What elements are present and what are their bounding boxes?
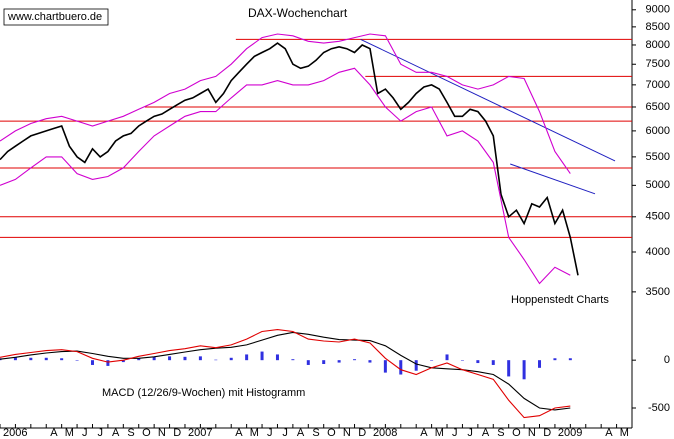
x-tick-label: A	[605, 427, 613, 439]
x-tick-label: O	[512, 427, 521, 439]
series-line	[0, 331, 571, 411]
x-tick-label: M	[435, 427, 444, 439]
y-tick-label: 3500	[646, 286, 670, 298]
series-line	[0, 329, 571, 419]
histogram-bar	[13, 357, 17, 361]
x-tick-label: N	[528, 427, 536, 439]
x-tick-label: D	[543, 427, 551, 439]
series-line	[0, 67, 571, 285]
histogram-bar	[306, 360, 310, 365]
histogram-bar	[90, 360, 94, 365]
series-line	[0, 33, 571, 174]
y-tick-label: 5500	[646, 151, 670, 163]
x-tick-label: 2009	[558, 427, 582, 439]
histogram-bar	[245, 354, 249, 361]
histogram-bar	[399, 360, 403, 375]
histogram-bar	[198, 356, 202, 361]
y-tick-label: 4000	[646, 246, 670, 258]
x-tick-label: M	[620, 427, 629, 439]
x-tick-label: A	[482, 427, 490, 439]
x-tick-label: D	[358, 427, 366, 439]
histogram-bar	[168, 356, 172, 361]
source: www.chartbuero.de	[7, 11, 102, 23]
y-tick-label: 7000	[646, 79, 670, 91]
y-tick-label: 0	[664, 354, 670, 366]
x-tick-label: S	[497, 427, 504, 439]
x-tick-label: J	[452, 427, 458, 439]
x-tick-label: A	[235, 427, 243, 439]
histogram-bar	[491, 360, 495, 365]
x-tick-label: N	[158, 427, 166, 439]
x-tick-label: 2008	[373, 427, 397, 439]
histogram-bar	[275, 354, 279, 361]
y-tick-label: 8500	[646, 21, 670, 33]
x-tick-label: D	[173, 427, 181, 439]
chart-title: DAX-Wochenchart	[248, 6, 348, 20]
histogram-bar	[568, 358, 572, 361]
histogram-bar	[430, 360, 434, 361]
x-tick-label: 2006	[3, 427, 27, 439]
histogram-bar	[106, 360, 110, 366]
x-tick-label: O	[142, 427, 151, 439]
histogram-bar	[507, 360, 511, 377]
trend-line	[360, 38, 616, 162]
histogram-bar	[183, 356, 187, 361]
histogram-bar	[137, 358, 141, 361]
x-tick-label: J	[282, 427, 288, 439]
histogram-bar	[60, 358, 64, 361]
histogram-bar	[553, 358, 557, 361]
histogram-bar	[476, 360, 480, 364]
series-line	[0, 42, 579, 276]
x-tick-label: J	[82, 427, 88, 439]
histogram-bar	[322, 360, 326, 364]
x-tick-label: S	[312, 427, 319, 439]
x-tick-label: A	[112, 427, 120, 439]
y-tick-label: 7500	[646, 58, 670, 70]
x-tick-label: J	[97, 427, 103, 439]
histogram-bar	[291, 359, 295, 361]
histogram-bar	[414, 360, 418, 371]
x-tick-label: N	[343, 427, 351, 439]
histogram-bar	[337, 360, 341, 363]
y-tick-label: 6500	[646, 101, 670, 113]
histogram-bar	[214, 359, 218, 361]
y-tick-label: 6000	[646, 125, 670, 137]
x-tick-label: A	[420, 427, 428, 439]
x-tick-label: J	[467, 427, 473, 439]
y-tick-label: 8000	[646, 39, 670, 51]
x-tick-label: M	[250, 427, 259, 439]
x-tick-label: M	[65, 427, 74, 439]
histogram-bar	[445, 354, 449, 361]
trend-line	[510, 163, 596, 195]
histogram-bar	[75, 360, 79, 361]
y-tick-label: 5000	[646, 179, 670, 191]
y-tick-label: 9000	[646, 4, 670, 16]
x-tick-label: A	[50, 427, 58, 439]
x-tick-label: S	[127, 427, 134, 439]
credit: Hoppenstedt Charts	[511, 294, 609, 306]
macd-title: MACD (12/26/9-Wochen) mit Histogramm	[102, 387, 305, 399]
source-box	[3, 8, 109, 26]
histogram-bar	[368, 360, 372, 363]
histogram-bar	[460, 360, 464, 361]
histogram-bar	[260, 351, 264, 361]
histogram-bar	[538, 360, 542, 368]
histogram-bar	[29, 357, 33, 361]
x-tick-label: O	[327, 427, 336, 439]
y-tick-label: 4500	[646, 211, 670, 223]
y-tick-label: -500	[648, 402, 670, 414]
histogram-bar	[121, 360, 125, 363]
x-tick-label: J	[267, 427, 273, 439]
histogram-bar	[229, 357, 233, 361]
histogram-bar	[152, 356, 156, 361]
histogram-bar	[383, 360, 387, 373]
histogram-bar	[44, 357, 48, 361]
x-tick-label: A	[297, 427, 305, 439]
x-tick-label: 2007	[188, 427, 212, 439]
histogram-bar	[522, 360, 526, 380]
histogram-bar	[353, 359, 357, 361]
